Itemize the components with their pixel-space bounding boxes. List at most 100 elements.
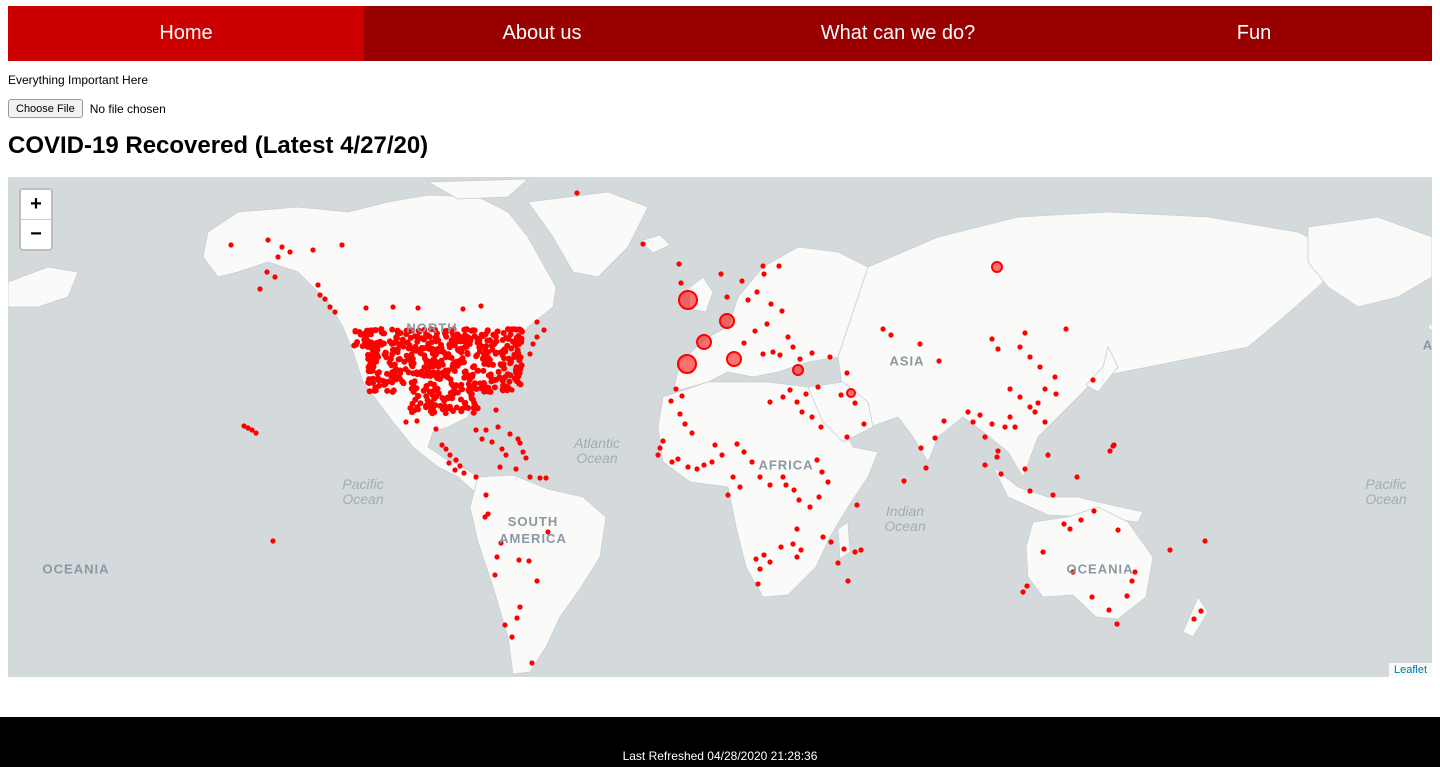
recovered-marker [1024,583,1030,589]
world-map[interactable]: NORTH SOUTH AMERICA AFRICA ASIA OCEANIA … [8,177,1432,677]
recovered-marker [505,336,512,342]
recovered-marker [493,407,499,413]
label-north-america: NORTH [406,320,458,336]
recovered-marker [852,400,858,406]
recovered-marker [516,354,522,360]
recovered-marker [794,554,800,560]
recovered-marker [394,349,401,356]
recovered-marker [816,494,822,500]
recovered-marker [423,393,430,400]
recovered-marker [1002,424,1008,430]
zoom-control: + − [19,188,53,251]
recovered-marker [403,419,409,425]
recovered-marker [994,454,1000,460]
recovered-marker [393,334,400,341]
recovered-marker [279,244,285,250]
recovered-marker [527,474,533,480]
recovered-marker [932,435,938,441]
recovered-marker [458,396,464,403]
label-south-america: SOUTH AMERICA [499,514,567,546]
recovered-marker [777,352,783,358]
label-pacific-ocean-right: Pacific Ocean [1365,476,1407,507]
recovered-marker [828,539,834,545]
recovered-marker [1052,374,1058,380]
recovered-marker [390,387,397,394]
recovered-marker [741,340,747,346]
recovered-marker [790,344,796,350]
recovered-marker [465,405,472,411]
leaflet-attribution[interactable]: Leaflet [1388,663,1432,677]
recovered-marker [498,362,505,369]
label-edge-right: A [1422,337,1432,353]
recovered-marker [432,326,438,333]
recovered-marker-large [846,388,856,398]
recovered-marker [411,378,418,385]
recovered-marker [473,474,479,480]
recovered-marker [880,326,886,332]
nav-fun[interactable]: Fun [1236,22,1272,44]
recovered-marker [798,547,804,553]
recovered-marker [485,356,492,363]
recovered-marker [447,452,453,458]
last-refreshed: Last Refreshed 04/28/2020 21:28:36 [622,749,818,763]
label-oceania-right: OCEANIA [1066,561,1134,577]
recovered-marker [486,337,493,344]
recovered-marker [439,395,446,401]
recovered-marker [790,541,796,547]
recovered-marker [809,414,815,420]
recovered-marker [448,380,455,387]
recovered-marker [761,271,767,277]
recovered-marker [767,482,773,488]
recovered-marker [1202,538,1208,544]
recovered-marker [844,370,850,376]
choose-file-button[interactable]: Choose File [8,99,83,118]
recovered-marker [503,452,509,458]
zoom-in-button[interactable]: + [30,193,42,215]
recovered-marker [1124,593,1130,599]
zoom-out-button[interactable]: − [21,219,51,249]
recovered-marker [391,361,398,368]
recovered-marker [1027,354,1033,360]
recovered-marker [352,328,359,335]
recovered-marker [414,371,421,378]
recovered-marker [483,343,490,350]
recovered-marker [534,319,540,325]
recovered-marker [417,400,424,407]
recovered-marker [719,452,725,458]
recovered-marker [421,352,428,359]
recovered-marker [428,345,434,352]
recovered-marker [363,305,369,311]
recovered-marker [1114,621,1120,627]
recovered-marker [510,338,516,345]
recovered-marker [757,474,763,480]
recovered-marker-large [726,351,742,367]
recovered-marker [469,373,476,380]
recovered-marker [1110,443,1116,449]
nav-about-us[interactable]: About us [502,22,582,44]
recovered-marker [241,423,247,429]
recovered-marker [1107,448,1113,454]
recovered-marker [709,459,715,465]
recovered-marker [460,306,466,312]
recovered-marker [941,418,947,424]
recovered-marker [502,622,508,628]
recovered-marker [402,366,409,373]
recovered-marker [819,469,825,475]
recovered-marker [776,263,782,269]
map-basemap [8,178,1432,675]
recovered-marker [526,558,532,564]
recovered-marker [370,379,377,386]
nav-what-can-we-do[interactable]: What can we do? [820,22,976,44]
recovered-marker [386,338,393,345]
recovered-marker [474,352,480,359]
recovered-marker [508,358,514,365]
recovered-marker [796,497,802,503]
recovered-marker [403,331,410,338]
recovered-marker [1115,527,1121,533]
footer: Last Refreshed 04/28/2020 21:28:36 [0,717,1440,767]
recovered-marker [500,330,507,336]
recovered-marker [888,332,894,338]
nav-home[interactable]: Home [8,6,364,61]
recovered-marker [1037,364,1043,370]
recovered-marker [435,369,441,376]
